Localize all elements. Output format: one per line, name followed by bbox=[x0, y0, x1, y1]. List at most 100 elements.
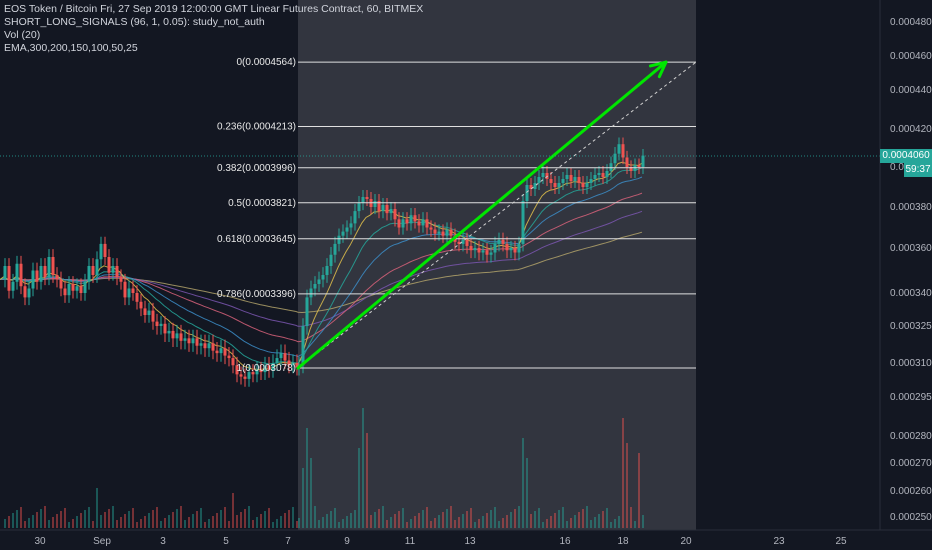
indicator-volume[interactable]: Vol (20) bbox=[4, 29, 41, 41]
volume-bar bbox=[208, 519, 210, 528]
fib-level-label: 0.5(0.0003821) bbox=[228, 198, 296, 209]
volume-bar bbox=[188, 517, 190, 528]
trend-arrow[interactable] bbox=[296, 60, 668, 370]
volume-bar bbox=[362, 408, 364, 528]
candle-body bbox=[11, 281, 15, 291]
volume-bar bbox=[570, 518, 572, 528]
volume-bar bbox=[614, 519, 616, 528]
indicator-signals[interactable]: SHORT_LONG_SIGNALS (96, 1, 0.05): study_… bbox=[4, 16, 265, 28]
candle-body bbox=[501, 239, 505, 244]
volume-bar bbox=[248, 506, 250, 528]
fib-retracement-area[interactable] bbox=[298, 0, 696, 530]
fib-levels[interactable]: 0(0.0004564) 0.236(0.0004213) 0.382(0.0003… bbox=[217, 57, 697, 374]
indicator-ema[interactable]: EMA,300,200,150,100,50,25 bbox=[4, 42, 138, 54]
candle-body bbox=[417, 221, 421, 226]
volume-bar bbox=[598, 514, 600, 528]
symbol-title[interactable]: EOS Token / Bitcoin Fri, 27 Sep 2019 12:… bbox=[4, 3, 424, 15]
candle-body bbox=[409, 215, 413, 224]
candle-body bbox=[301, 326, 305, 366]
candle-body bbox=[381, 205, 385, 212]
volume-bar bbox=[160, 521, 162, 528]
volume-bar bbox=[550, 516, 552, 528]
candle-body bbox=[609, 163, 613, 171]
fib-level-label: 0.382(0.0003996) bbox=[217, 163, 296, 174]
candle-body bbox=[243, 376, 247, 379]
candle-body bbox=[469, 245, 473, 251]
volume-bar bbox=[590, 520, 592, 528]
fib-level-label: 1(0.0003078) bbox=[237, 363, 297, 374]
candle-body bbox=[235, 365, 239, 375]
candle-body bbox=[549, 179, 553, 183]
ema-ribbon bbox=[0, 161, 643, 371]
time-tick-label: Sep bbox=[93, 536, 111, 547]
volume-bar bbox=[342, 519, 344, 528]
candle-body bbox=[183, 338, 187, 341]
volume-bar bbox=[538, 508, 540, 528]
time-tick-label: 30 bbox=[34, 536, 46, 547]
volume-bar bbox=[394, 514, 396, 528]
candle-body bbox=[175, 333, 179, 339]
volume-bar bbox=[112, 506, 114, 528]
candle-body bbox=[325, 266, 329, 275]
volume-bar bbox=[334, 508, 336, 528]
volume-bar bbox=[390, 517, 392, 528]
candle-body bbox=[39, 266, 43, 282]
volume-bar bbox=[124, 514, 126, 528]
candle-body bbox=[75, 286, 79, 291]
candle-body bbox=[481, 250, 485, 253]
fib-level-label: 0.618(0.0003645) bbox=[217, 234, 296, 245]
volume-bar bbox=[164, 518, 166, 528]
volume-bar bbox=[350, 513, 352, 528]
candle-body bbox=[275, 358, 279, 363]
volume-bar bbox=[618, 516, 620, 528]
candle-body bbox=[247, 372, 251, 379]
volume-bar bbox=[140, 519, 142, 528]
candle-body bbox=[71, 284, 75, 291]
candle-body bbox=[421, 219, 425, 226]
candle-body bbox=[505, 243, 509, 251]
time-tick-label: 5 bbox=[223, 536, 229, 547]
ema-line bbox=[0, 176, 643, 358]
time-tick-label: 11 bbox=[405, 536, 416, 547]
volume-bar bbox=[450, 506, 452, 528]
candle-body bbox=[357, 203, 361, 212]
candle-body bbox=[283, 353, 287, 361]
candle-body bbox=[7, 266, 11, 291]
candle-body bbox=[317, 279, 321, 284]
volume-bar bbox=[72, 519, 74, 528]
volume-bar bbox=[502, 518, 504, 528]
candle-body bbox=[187, 338, 191, 344]
candle-body bbox=[537, 177, 541, 183]
candle-body bbox=[139, 301, 143, 309]
volume-bar bbox=[478, 519, 480, 528]
candle-body bbox=[95, 259, 99, 275]
candle-body bbox=[477, 248, 481, 253]
time-tick-label: 3 bbox=[160, 536, 166, 547]
volume-bar bbox=[310, 458, 312, 528]
volume-bar bbox=[322, 517, 324, 528]
volume-bar bbox=[264, 511, 266, 528]
fib-level-label: 0.236(0.0004213) bbox=[217, 121, 296, 132]
volume-bar bbox=[200, 508, 202, 528]
fib-shaded-zone bbox=[298, 0, 696, 530]
candle-body bbox=[621, 144, 625, 158]
volume-bar bbox=[260, 514, 262, 528]
volume-bar bbox=[606, 508, 608, 528]
ema-line bbox=[0, 210, 643, 327]
fib-level-label: 0(0.0004564) bbox=[237, 57, 297, 68]
volume-bar bbox=[630, 507, 632, 528]
volume-bar bbox=[330, 511, 332, 528]
candle-body bbox=[437, 231, 441, 234]
ema-line bbox=[0, 167, 643, 365]
volume-bar bbox=[442, 512, 444, 528]
volume-bar bbox=[232, 493, 234, 528]
time-axis[interactable]: 30 Sep 3 5 7 9 11 13 16 18 20 23 25 bbox=[0, 529, 932, 547]
candle-body bbox=[557, 183, 561, 187]
candle-body bbox=[171, 330, 175, 339]
candle-body bbox=[199, 343, 203, 346]
candle-body bbox=[313, 284, 317, 289]
volume-bar bbox=[80, 513, 82, 528]
volume-bar bbox=[108, 509, 110, 528]
candle-body bbox=[373, 201, 377, 207]
